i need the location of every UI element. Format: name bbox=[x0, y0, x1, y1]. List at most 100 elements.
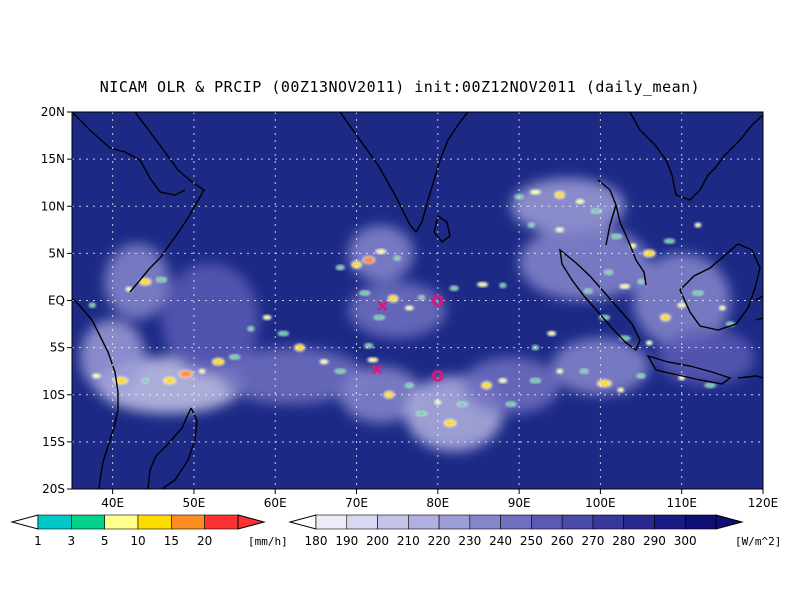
x-tick-label: 80E bbox=[426, 496, 449, 510]
precip-cell bbox=[554, 191, 566, 199]
precip-cell bbox=[198, 368, 206, 374]
colorbar-swatch bbox=[377, 514, 409, 530]
colorbar-label: 20 bbox=[197, 534, 212, 548]
sri-lanka-coast bbox=[433, 214, 451, 243]
colorbar-unit: [W/m^2] bbox=[735, 535, 781, 548]
y-tick-label: 20S bbox=[42, 482, 65, 496]
marker-layer bbox=[372, 294, 444, 382]
cloud-region bbox=[348, 281, 446, 339]
precip-cell bbox=[637, 279, 645, 285]
precip-cell bbox=[393, 255, 401, 261]
precip-cell bbox=[477, 281, 488, 287]
y-tick-label: 5N bbox=[48, 246, 65, 260]
precip-cell bbox=[499, 282, 507, 288]
colorbar-label: 15 bbox=[164, 534, 179, 548]
cloud-region bbox=[462, 357, 560, 414]
precip-cell bbox=[364, 343, 374, 349]
precip-cell bbox=[556, 368, 564, 374]
precip-cell bbox=[604, 269, 613, 275]
x-marker bbox=[372, 364, 382, 375]
precip-cell bbox=[505, 401, 517, 407]
precip-cell bbox=[579, 368, 589, 374]
y-tick-label: 15N bbox=[41, 152, 65, 166]
precip-cell bbox=[387, 294, 399, 303]
colorbar-right-arrow bbox=[715, 514, 744, 530]
y-tick-label: 20N bbox=[41, 105, 65, 119]
y-tick-label: 15S bbox=[42, 435, 65, 449]
precip-cell bbox=[529, 189, 541, 195]
x-tick-label: 90E bbox=[508, 496, 531, 510]
colorbar-left-arrow bbox=[10, 514, 39, 530]
precip-cell bbox=[575, 199, 585, 205]
precip-cell bbox=[229, 354, 240, 360]
precip-cell bbox=[694, 222, 702, 228]
precip-cell bbox=[362, 256, 376, 264]
precip-cell bbox=[91, 373, 101, 379]
precip-cell bbox=[611, 233, 623, 239]
y-tick-label: EQ bbox=[48, 294, 65, 308]
precip-cell bbox=[677, 302, 687, 308]
precip-cell bbox=[583, 288, 593, 294]
colorbar-label: 5 bbox=[101, 534, 109, 548]
x-tick-label: 110E bbox=[666, 496, 697, 510]
colorbar-swatch bbox=[438, 514, 471, 530]
precip-cell bbox=[178, 370, 194, 378]
precip-cell bbox=[141, 378, 149, 384]
precip-cell bbox=[373, 314, 385, 320]
precip-cell bbox=[319, 359, 329, 365]
colorbar-label: 190 bbox=[335, 534, 358, 548]
precip-cell bbox=[481, 381, 493, 390]
y-tick-label: 5S bbox=[50, 341, 65, 355]
y-tick-label: 10N bbox=[41, 199, 65, 213]
y-axis: 20N 15N 10N 5N EQ 5S 10S 15S 20S bbox=[41, 105, 72, 496]
colorbar-swatch bbox=[561, 514, 594, 530]
precip-cell bbox=[617, 387, 625, 393]
precip-cell bbox=[351, 260, 362, 269]
precip-cell bbox=[529, 378, 541, 384]
precip-cell bbox=[660, 313, 671, 322]
colorbar-label: 250 bbox=[520, 534, 543, 548]
x-marker bbox=[377, 301, 388, 312]
precip-cell bbox=[642, 249, 656, 258]
x-tick-label: 50E bbox=[183, 496, 206, 510]
colorbar-label: 230 bbox=[458, 534, 481, 548]
precip-cell bbox=[547, 330, 557, 336]
precip-cell bbox=[718, 305, 726, 311]
coastlines bbox=[72, 112, 763, 489]
circle-marker bbox=[432, 370, 444, 382]
precip-cell bbox=[527, 222, 535, 228]
colorbar-label: 290 bbox=[643, 534, 666, 548]
precip-cell bbox=[359, 290, 371, 296]
precip-colorbar: 1 3 5 10 15 20 [mm/h] bbox=[10, 514, 288, 548]
x-tick-label: 60E bbox=[264, 496, 287, 510]
lesser-sunda-coast bbox=[737, 375, 763, 379]
olr-colorbar: 180 190 200 210 220 230 240 250 260 270 280 290 300 [… bbox=[288, 514, 781, 548]
precip-cell bbox=[443, 419, 457, 427]
malay-peninsula-coast bbox=[597, 179, 647, 286]
colorbar-label: 240 bbox=[489, 534, 512, 548]
precip-cell bbox=[636, 373, 646, 379]
colorbar-label: 300 bbox=[674, 534, 697, 548]
colorbar-right-arrow bbox=[237, 514, 266, 530]
cloud-region bbox=[551, 338, 650, 395]
lat-lon-grid bbox=[72, 112, 763, 489]
colorbar-label: 260 bbox=[551, 534, 574, 548]
india-coast bbox=[339, 112, 469, 234]
precip-cell bbox=[418, 295, 425, 301]
x-tick-label: 120E bbox=[748, 496, 779, 510]
map-area bbox=[72, 112, 763, 489]
colorbar-swatch bbox=[204, 514, 239, 530]
precip-cell bbox=[262, 314, 272, 320]
precip-cell bbox=[247, 326, 255, 332]
colorbar-swatch bbox=[71, 514, 105, 530]
precip-cell bbox=[692, 290, 704, 296]
precip-cell bbox=[590, 208, 602, 214]
precip-cell bbox=[113, 376, 129, 385]
circle-marker bbox=[432, 294, 444, 307]
precip-cell bbox=[334, 368, 346, 374]
precip-cell bbox=[367, 357, 379, 363]
madagascar-coast bbox=[147, 407, 198, 489]
precip-cell bbox=[383, 390, 395, 399]
colorbar-swatch bbox=[531, 514, 563, 530]
